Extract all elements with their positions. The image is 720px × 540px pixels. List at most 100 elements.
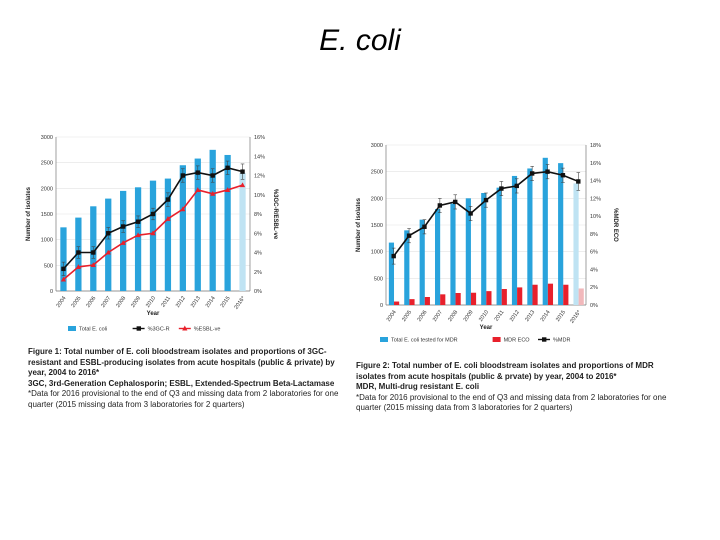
y2-tick-label: 14% (590, 179, 601, 185)
x-tick-label: 2015 (220, 295, 232, 308)
data-point (180, 173, 186, 178)
bar (547, 283, 554, 305)
bar (573, 183, 579, 305)
bar (394, 301, 400, 305)
bar (239, 172, 246, 291)
bar (465, 198, 471, 305)
x-tick-label: 2016* (569, 309, 583, 325)
y2-tick-label: 16% (590, 161, 601, 167)
y2-tick-label: 8% (590, 232, 598, 238)
bar (532, 284, 538, 305)
data-point (105, 249, 111, 255)
bar (563, 284, 569, 305)
x-tick-label: 2011 (494, 309, 506, 322)
x-axis-label: Year (147, 311, 160, 317)
bar (164, 178, 172, 291)
data-point (165, 216, 171, 221)
data-point (560, 173, 566, 178)
data-point (210, 190, 216, 196)
legend-label: Total E. coli tested for MDR (391, 338, 458, 344)
data-point (165, 197, 171, 202)
bar (558, 163, 564, 305)
data-point (529, 171, 535, 176)
data-point (239, 182, 246, 188)
data-point (91, 250, 96, 255)
data-point (391, 253, 396, 259)
y2-tick-label: 4% (254, 251, 262, 257)
y-tick-label: 0 (50, 289, 53, 295)
data-point (499, 186, 504, 191)
x-tick-label: 2007 (100, 295, 112, 308)
bar (440, 294, 446, 305)
data-point (150, 211, 156, 217)
y-tick-label: 1500 (41, 212, 53, 218)
legend-label: %3GC-R (148, 327, 170, 333)
bar (419, 219, 425, 305)
y2-tick-label: 10% (254, 193, 265, 199)
bar (224, 154, 231, 291)
x-tick-label: 2010 (478, 309, 490, 322)
y2-tick-label: 4% (590, 267, 598, 273)
y-tick-label: 2500 (371, 170, 383, 176)
y-tick-label: 2000 (41, 186, 53, 192)
legend-marker (182, 325, 188, 331)
y2-tick-label: 6% (254, 231, 262, 237)
x-tick-label: 2011 (160, 295, 172, 308)
y2-tick-label: 18% (590, 143, 601, 149)
x-tick-label: 2013 (524, 309, 536, 322)
bar (60, 227, 67, 291)
bar (194, 158, 201, 291)
data-point (106, 231, 111, 236)
y-axis-label: Number of isolates (356, 197, 362, 252)
y-tick-label: 500 (44, 263, 53, 269)
bar (578, 288, 584, 305)
y2-tick-label: 12% (254, 174, 265, 180)
figure-1-caption: Figure 1: Total number of E. coli bloods… (28, 347, 346, 410)
figure-1-caption-abbrev: 3GC, 3rd-Generation Cephalosporin; ESBL,… (28, 378, 335, 388)
bar (486, 291, 492, 305)
bar (435, 209, 441, 305)
y2-tick-label: 10% (590, 214, 601, 220)
figure-1-caption-note: *Data for 2016 provisional to the end of… (28, 389, 339, 409)
data-point (120, 224, 126, 229)
bar (542, 157, 548, 305)
bar (470, 292, 477, 305)
data-point (195, 170, 200, 175)
x-tick-label: 2016* (233, 295, 247, 311)
bar (388, 242, 395, 305)
data-point (135, 232, 141, 238)
y2-axis-label: %3GC-R/ESBL-ve (272, 189, 278, 240)
legend-swatch (68, 326, 76, 331)
x-tick-label: 2013 (190, 295, 202, 308)
x-tick-label: 2006 (417, 309, 429, 322)
bar (134, 187, 142, 291)
y-tick-label: 1000 (371, 250, 383, 256)
bar (209, 149, 216, 291)
data-point (61, 266, 66, 272)
data-point (422, 224, 427, 229)
data-point (437, 203, 443, 208)
y-tick-label: 2500 (41, 161, 53, 167)
figure-2-panel: 0 500 1000 1500 2000 2500 3000 0% 2% 4% 6% 8% 10% 12%… (352, 135, 624, 350)
bar (511, 175, 518, 305)
y-tick-label: 1500 (371, 223, 383, 229)
x-tick-label: 2008 (115, 295, 127, 308)
y-tick-label: 3000 (371, 143, 383, 149)
y2-tick-label: 2% (590, 285, 598, 291)
data-point (225, 165, 230, 170)
x-tick-label: 2005 (401, 309, 413, 322)
figure-1-caption-main: Figure 1: Total number of E. coli bloods… (28, 347, 335, 377)
legend-label: %ESBL-ve (194, 327, 221, 333)
y2-tick-label: 8% (254, 212, 262, 218)
bar (527, 168, 533, 305)
x-tick-label: 2004 (386, 309, 398, 322)
data-point (135, 219, 141, 224)
bar (455, 293, 461, 305)
x-tick-label: 2012 (509, 309, 521, 322)
slide-title: E. coli (319, 24, 401, 57)
x-tick-label: 2014 (205, 295, 217, 308)
y-tick-label: 500 (374, 276, 383, 282)
data-point (195, 187, 201, 192)
figure-2-chart: 0 500 1000 1500 2000 2500 3000 0% 2% 4% 6% 8% 10% 12%… (356, 143, 618, 344)
legend-swatch (492, 337, 501, 342)
